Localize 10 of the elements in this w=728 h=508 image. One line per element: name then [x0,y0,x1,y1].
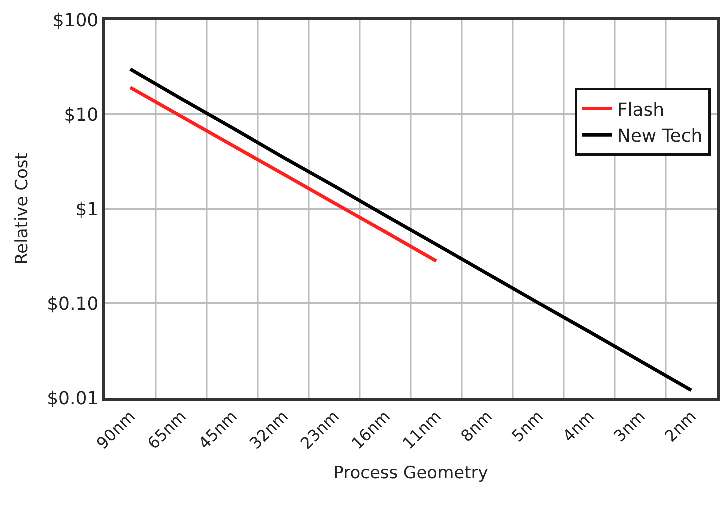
y-tick-label: $0.10 [47,294,99,315]
y-tick-label: $1 [76,199,99,220]
line-series [128,86,438,263]
y-axis-title: Relative Cost [12,152,33,265]
x-axis-title: Process Geometry [334,463,488,484]
legend-label: Flash [617,100,665,121]
y-tick-label: $100 [52,10,99,32]
y-tick-label: $10 [64,104,99,126]
legend-label: New Tech [617,126,703,148]
y-tick-label: $0.01 [47,388,99,410]
